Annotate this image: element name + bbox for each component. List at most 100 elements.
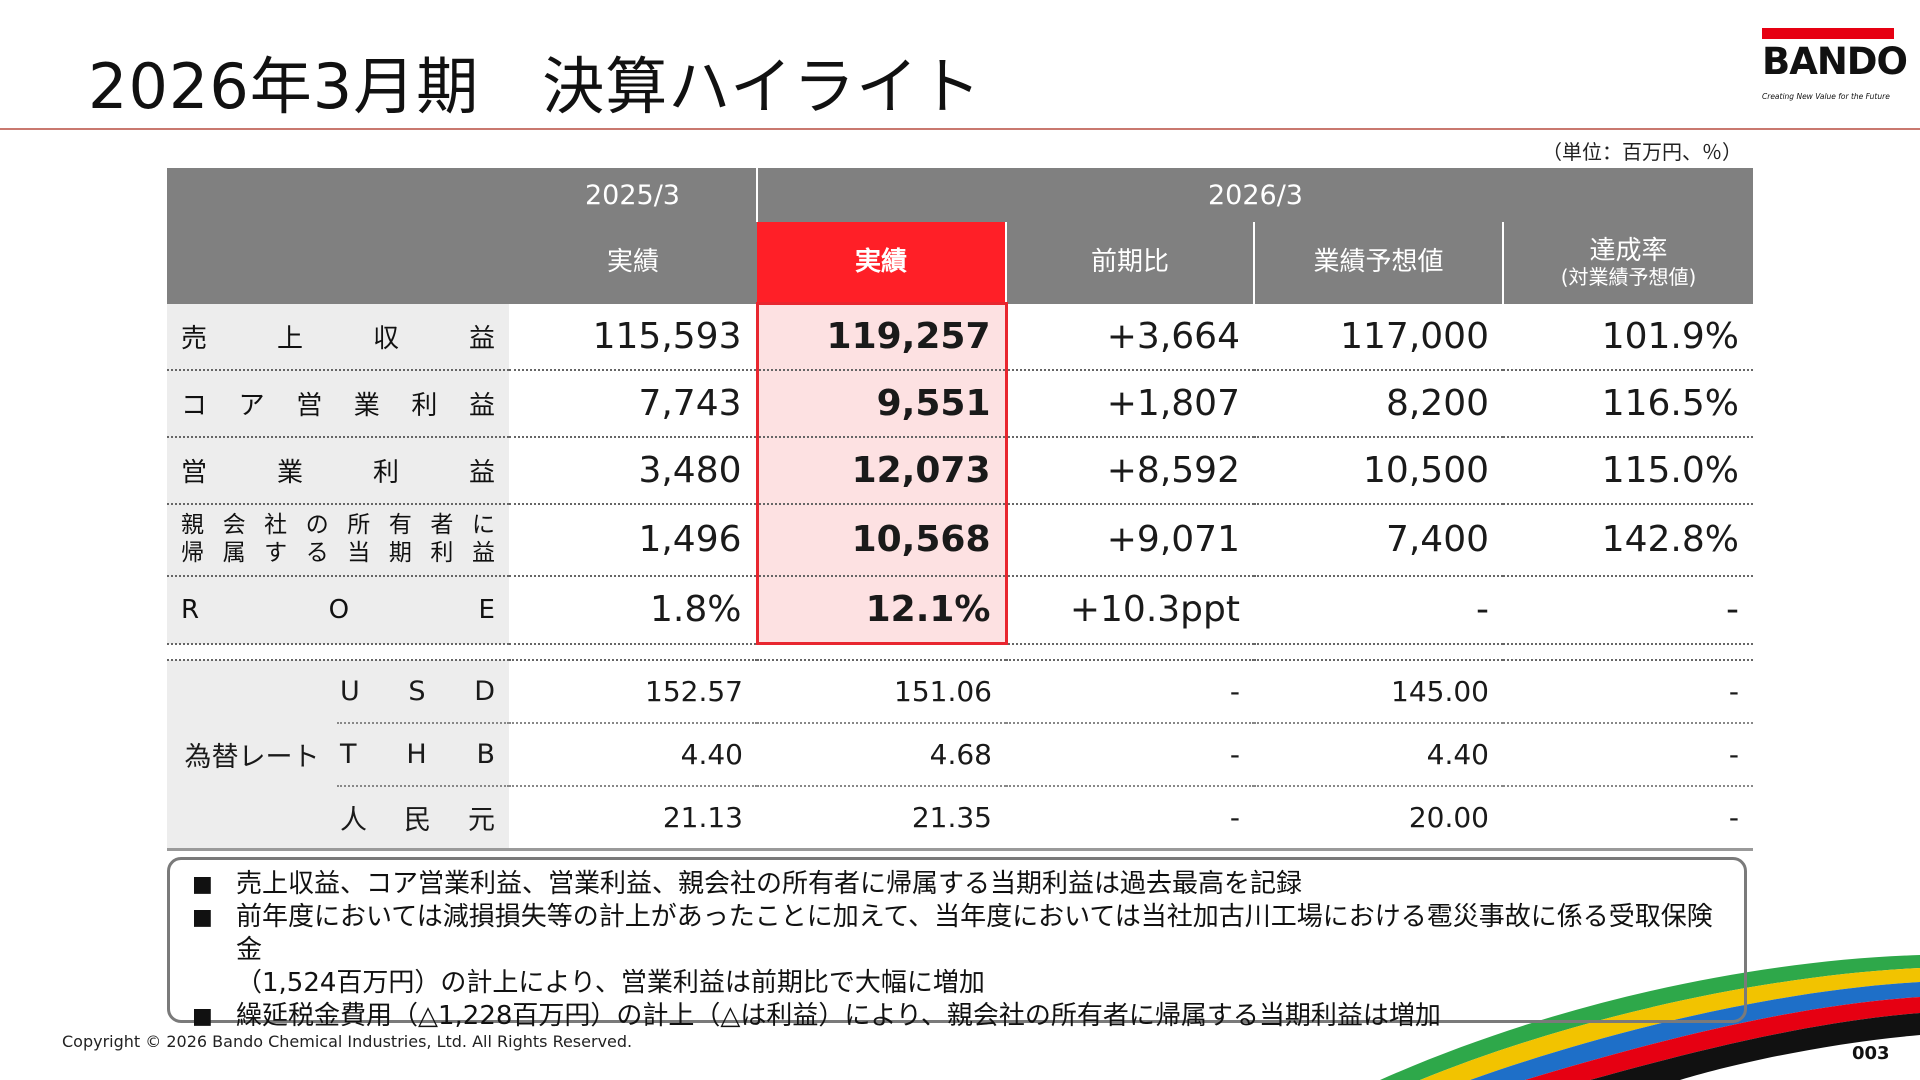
cell-rate: 142.8%	[1503, 503, 1753, 577]
page-title: 2026年3月期 決算ハイライト	[88, 50, 982, 123]
cell-forecast: 7,400	[1254, 503, 1503, 577]
label-char: の	[305, 511, 329, 538]
label-char: 益	[468, 323, 495, 354]
cell-prev: 21.13	[509, 786, 757, 851]
table-row: 4.40 4.68 - 4.40 -	[167, 723, 1753, 787]
table-row: 親 会 社 の 所 有 者 に 帰 属 す る 当	[167, 503, 1753, 577]
bando-logo: BANDO Creating New Value for the Future	[1762, 28, 1908, 106]
square-bullet-icon: ■	[192, 1004, 213, 1029]
copyright: Copyright © 2026 Bando Chemical Industri…	[62, 1032, 633, 1051]
cell-rate: -	[1503, 660, 1753, 724]
cell-rate: 116.5%	[1503, 369, 1753, 438]
notes-box: ■ 売上収益、コア営業利益、営業利益、親会社の所有者に帰属する当期利益は過去最高…	[167, 857, 1747, 1031]
fx-label-cny: 人 民 元	[340, 786, 495, 849]
cell-prev: 152.57	[509, 660, 757, 724]
header-period-curr: 2026/3	[756, 168, 1753, 222]
label-char: す	[264, 539, 288, 566]
cell-forecast: 10,500	[1254, 436, 1503, 505]
cell-rate: -	[1503, 786, 1753, 851]
label-char: 社	[264, 511, 288, 538]
label-char: 属	[222, 539, 246, 566]
cell-forecast: 4.40	[1254, 723, 1503, 787]
table-row: 売 上 収 益 115,593 119,257 +3,664 117,000 1…	[167, 302, 1753, 371]
cell-rate: 115.0%	[1503, 436, 1753, 505]
header-yoy: 前期比	[1005, 222, 1254, 304]
title-divider	[0, 128, 1920, 130]
cell-yoy: +1,807	[1006, 369, 1254, 438]
cell-curr: 12.1%	[755, 575, 1008, 645]
page-number: 003	[1852, 1043, 1890, 1064]
label-char: 利	[411, 390, 438, 421]
fx-currency-labels: U S D T H B 人 民 元	[340, 660, 495, 849]
label-char: 業	[276, 457, 303, 488]
label-char: 利	[372, 457, 399, 488]
label-char: 所	[347, 511, 371, 538]
cell-yoy: +10.3ppt	[1006, 575, 1254, 645]
cell-curr: 9,551	[755, 369, 1008, 438]
label-char: 業	[353, 390, 380, 421]
header-prev-actual: 実績	[509, 222, 757, 304]
note-text-line1: 前年度においては減損損失等の計上があったことに加えて、当年度においては当社加古川…	[236, 902, 1713, 965]
label-char: U	[340, 676, 360, 707]
cell-forecast: 117,000	[1254, 303, 1503, 371]
label-char: 当	[347, 539, 371, 566]
cell-curr: 119,257	[755, 302, 1008, 371]
label-char: H	[406, 739, 427, 770]
label-char: 益	[468, 457, 495, 488]
cell-yoy: -	[1006, 786, 1254, 851]
label-char: E	[478, 594, 495, 625]
label-char: 収	[372, 323, 399, 354]
cell-rate: -	[1503, 575, 1753, 645]
note-text: 売上収益、コア営業利益、営業利益、親会社の所有者に帰属する当期利益は過去最高を記…	[236, 869, 1303, 899]
header-empty-cell	[167, 168, 509, 304]
fx-label-usd: U S D	[340, 660, 495, 723]
label-char: 民	[404, 805, 431, 836]
cell-curr: 4.68	[757, 723, 1006, 787]
label-char: コ	[181, 390, 208, 421]
fx-label-thb: T H B	[340, 723, 495, 786]
note-item: ■ 前年度においては減損損失等の計上があったことに加えて、当年度においては当社加…	[192, 901, 1724, 1000]
label-char: B	[476, 739, 495, 770]
header-curr-actual: 実績	[757, 222, 1006, 304]
label-char: に	[471, 511, 495, 538]
header-forecast: 業績予想値	[1253, 222, 1503, 304]
cell-yoy: +8,592	[1006, 436, 1254, 505]
row-label-operating-profit: 営 業 利 益	[167, 436, 509, 505]
label-char: R	[181, 594, 200, 625]
cell-prev: 3,480	[509, 436, 757, 505]
note-text: 前年度においては減損損失等の計上があったことに加えて、当年度においては当社加古川…	[236, 901, 1724, 1000]
label-char: 営	[181, 457, 208, 488]
note-item: ■ 繰延税金費用（△1,228百万円）の計上（△は利益）により、親会社の所有者に…	[192, 1000, 1724, 1033]
row-label-core-operating-profit: コ ア 営 業 利 益	[167, 369, 509, 438]
fx-divider	[337, 785, 509, 787]
label-char: 会	[222, 511, 246, 538]
table-row: コ ア 営 業 利 益 7,743 9,551 +1,807 8,200 116…	[167, 369, 1753, 438]
label-char: 者	[430, 511, 454, 538]
label-char: 期	[388, 539, 412, 566]
table-row: 為替レート 152.57 151.06 - 145.00 -	[167, 660, 1753, 851]
header-period-prev: 2025/3	[509, 168, 757, 222]
label-char: 元	[468, 805, 495, 836]
table-row: 営 業 利 益 3,480 12,073 +8,592 10,500 115.0…	[167, 436, 1753, 505]
label-char: 人	[340, 805, 367, 836]
fx-rate-header: 為替レート	[167, 660, 509, 851]
fx-divider	[337, 722, 509, 724]
cell-curr: 151.06	[757, 660, 1006, 724]
cell-prev: 4.40	[509, 723, 757, 787]
cell-forecast: -	[1254, 575, 1503, 645]
cell-forecast: 145.00	[1254, 660, 1503, 724]
note-text: 繰延税金費用（△1,228百万円）の計上（△は利益）により、親会社の所有者に帰属…	[236, 1001, 1441, 1031]
cell-prev: 1.8%	[509, 575, 757, 645]
cell-yoy: -	[1006, 723, 1254, 787]
label-char: 有	[388, 511, 412, 538]
label-char: 利	[430, 539, 454, 566]
cell-prev: 1,496	[509, 503, 757, 577]
label-char: ア	[238, 390, 265, 421]
cell-prev: 7,743	[509, 369, 757, 438]
label-char: O	[328, 594, 350, 625]
note-text-line2: （1,524百万円）の計上により、営業利益は前期比で大幅に増加	[236, 968, 985, 998]
header-achievement-label: 達成率	[1589, 236, 1668, 267]
header-achievement-note: (対業績予想値)	[1560, 265, 1697, 290]
cell-curr: 10,568	[755, 503, 1008, 577]
square-bullet-icon: ■	[192, 872, 213, 897]
